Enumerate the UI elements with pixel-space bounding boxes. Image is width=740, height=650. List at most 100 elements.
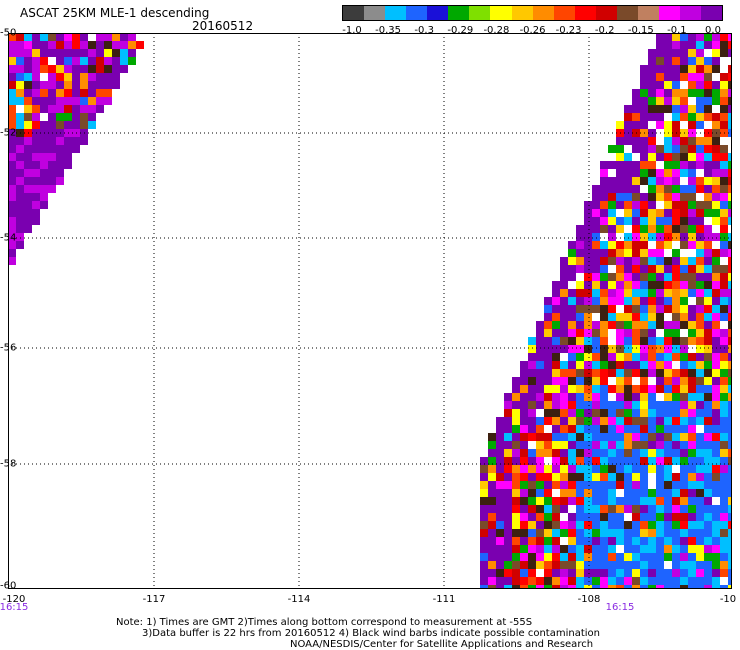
data-cell (664, 33, 672, 41)
data-cell (728, 417, 732, 425)
data-cell (488, 553, 496, 561)
data-cell (720, 481, 728, 489)
data-cell (544, 457, 552, 465)
data-cell (584, 369, 592, 377)
data-cell (528, 401, 536, 409)
data-cell (648, 377, 656, 385)
data-cell (728, 153, 732, 161)
data-cell (480, 537, 488, 545)
data-cell (688, 361, 696, 369)
legend-swatch (490, 6, 512, 20)
data-cell (8, 233, 16, 241)
data-cell (576, 297, 584, 305)
data-cell (584, 385, 592, 393)
data-cell (624, 169, 632, 177)
data-cell (560, 393, 568, 401)
data-cell (32, 33, 40, 41)
data-cell (704, 361, 712, 369)
data-cell (32, 65, 40, 73)
lon-label: -120 (2, 594, 26, 605)
data-cell (640, 497, 648, 505)
data-cell (656, 513, 664, 521)
data-cell (688, 121, 696, 129)
data-cell (672, 497, 680, 505)
data-cell (704, 49, 712, 57)
data-cell (728, 561, 732, 569)
data-cell (624, 105, 632, 113)
data-cell (96, 49, 104, 57)
data-cell (592, 201, 600, 209)
data-cell (24, 105, 32, 113)
data-cell (48, 113, 56, 121)
data-cell (720, 529, 728, 537)
data-cell (712, 49, 720, 57)
data-cell (696, 225, 704, 233)
data-cell (664, 513, 672, 521)
data-cell (608, 441, 616, 449)
data-cell (592, 457, 600, 465)
data-cell (616, 193, 624, 201)
data-cell (480, 553, 488, 561)
data-cell (560, 425, 568, 433)
data-cell (616, 449, 624, 457)
data-cell (640, 137, 648, 145)
data-cell (584, 481, 592, 489)
data-cell (560, 577, 568, 585)
data-cell (640, 529, 648, 537)
data-cell (704, 385, 712, 393)
data-cell (576, 385, 584, 393)
data-cell (728, 409, 732, 417)
data-cell (712, 553, 720, 561)
data-cell (696, 393, 704, 401)
data-cell (80, 137, 88, 145)
data-cell (32, 49, 40, 57)
data-cell (536, 321, 544, 329)
data-cell (600, 161, 608, 169)
data-cell (648, 449, 656, 457)
data-cell (528, 353, 536, 361)
data-cell (584, 241, 592, 249)
data-cell (600, 457, 608, 465)
lat-label: -60 (0, 580, 17, 592)
data-cell (664, 201, 672, 209)
data-cell (576, 417, 584, 425)
data-cell (496, 561, 504, 569)
data-cell (520, 425, 528, 433)
data-cell (584, 353, 592, 361)
data-cell (552, 553, 560, 561)
data-cell (672, 393, 680, 401)
data-cell (616, 153, 624, 161)
data-cell (72, 113, 80, 121)
data-cell (80, 121, 88, 129)
data-cell (584, 337, 592, 345)
data-cell (528, 337, 536, 345)
data-cell (600, 337, 608, 345)
data-cell (112, 73, 120, 81)
data-cell (656, 369, 664, 377)
data-cell (72, 73, 80, 81)
data-cell (728, 121, 732, 129)
data-cell (568, 457, 576, 465)
data-cell (536, 529, 544, 537)
data-cell (544, 481, 552, 489)
data-cell (680, 353, 688, 361)
data-cell (576, 457, 584, 465)
data-cell (632, 233, 640, 241)
legend-label: -0.28 (483, 25, 510, 36)
data-cell (104, 73, 112, 81)
data-cell (704, 185, 712, 193)
data-cell (688, 345, 696, 353)
data-cell (552, 521, 560, 529)
data-cell (608, 273, 616, 281)
data-cell (24, 33, 32, 41)
data-cell (96, 65, 104, 73)
data-cell (680, 305, 688, 313)
data-cell (8, 185, 16, 193)
data-cell (616, 545, 624, 553)
data-cell (664, 449, 672, 457)
data-cell (536, 329, 544, 337)
legend-swatch (343, 6, 365, 20)
data-cell (584, 209, 592, 217)
data-cell (600, 257, 608, 265)
data-cell (648, 257, 656, 265)
